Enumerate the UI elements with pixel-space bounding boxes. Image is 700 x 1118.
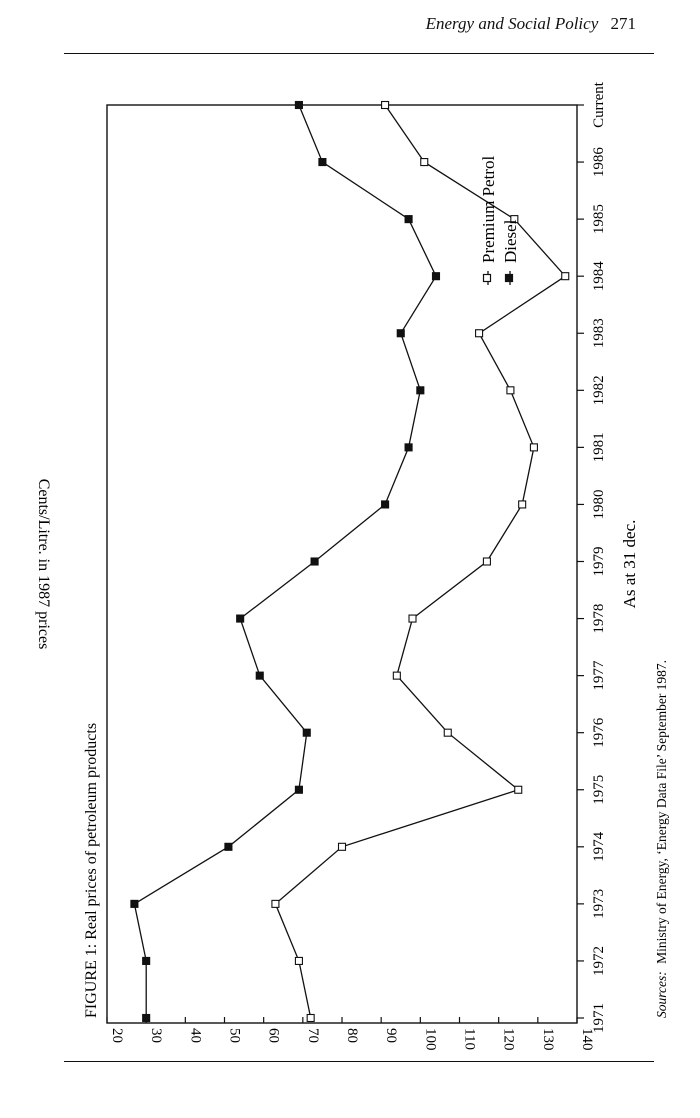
x-tick-label: Current — [591, 81, 607, 128]
x-tick-label: 1976 — [591, 717, 607, 748]
x-tick-label: 1973 — [591, 889, 607, 919]
legend-item-diesel: Diesel — [501, 219, 520, 285]
x-axis-label: As at 31 dec. — [620, 520, 639, 609]
data-point-premium-petrol — [408, 614, 417, 623]
data-point-premium-petrol — [475, 329, 484, 338]
data-point-premium-petrol — [506, 386, 515, 395]
top-rule — [64, 53, 654, 54]
data-point-premium-petrol — [306, 1013, 315, 1023]
series-layer — [130, 100, 570, 1023]
source-note: Sources: Ministry of Energy, ‘Energy Dat… — [654, 660, 669, 1018]
y-tick-label: 70 — [305, 1028, 321, 1043]
data-point-diesel — [302, 728, 311, 737]
x-tick-label: 1985 — [591, 204, 607, 234]
x-tick-label: 1974 — [591, 831, 607, 862]
x-axis: 1971 1972 1973 1974 1975 1976 1977 1978 1979 1980… — [577, 81, 607, 1033]
source-label: Sources: — [654, 971, 669, 1018]
data-point-diesel — [224, 842, 233, 851]
data-point-premium-petrol — [443, 728, 452, 737]
x-tick-label: 1977 — [591, 660, 607, 691]
series-line-diesel — [133, 104, 437, 1018]
data-point-diesel — [404, 443, 413, 452]
y-tick-label: 120 — [501, 1028, 517, 1051]
series-line-premium-petrol — [274, 104, 567, 1019]
legend-marker-diesel — [504, 273, 514, 283]
data-point-diesel — [294, 785, 303, 794]
x-tick-label: 1983 — [591, 318, 607, 348]
data-point-diesel — [404, 215, 413, 224]
y-axis: 20 30 40 50 60 70 80 90 100 110 120 130 140 — [106, 1017, 595, 1051]
y-tick-label: 60 — [266, 1028, 282, 1043]
data-point-diesel — [416, 386, 425, 395]
figure-caption: FIGURE 1: Real prices of petroleum produ… — [83, 723, 100, 1018]
y-tick-label: 110 — [462, 1028, 478, 1050]
y-axis-label: Cents/Litre. in 1987 prices — [35, 479, 52, 650]
legend-label-diesel: Diesel — [501, 219, 520, 263]
x-tick-label: 1979 — [591, 547, 607, 577]
data-point-diesel — [431, 272, 441, 281]
data-point-diesel — [318, 158, 327, 167]
y-tick-label: 90 — [383, 1028, 399, 1043]
data-point-diesel — [310, 557, 319, 566]
data-point-diesel — [396, 329, 405, 338]
data-point-diesel — [294, 100, 303, 110]
data-point-diesel — [255, 671, 264, 680]
data-point-diesel — [381, 500, 390, 509]
data-point-premium-petrol — [337, 842, 347, 851]
data-point-premium-petrol — [561, 272, 570, 281]
y-tick-label: 100 — [422, 1028, 438, 1051]
x-tick-label: 1984 — [591, 261, 607, 292]
data-point-premium-petrol — [482, 557, 491, 566]
data-point-diesel — [142, 956, 151, 965]
y-tick-label: 80 — [344, 1028, 360, 1043]
source-text: Ministry of Energy, ‘Energy Data File’ S… — [654, 660, 669, 964]
data-point-premium-petrol — [510, 215, 519, 224]
y-tick-label: 140 — [579, 1028, 595, 1051]
data-point-premium-petrol — [518, 500, 527, 509]
x-tick-label: 1980 — [591, 489, 607, 519]
data-point-diesel — [142, 1013, 151, 1023]
data-point-premium-petrol — [294, 956, 303, 965]
data-point-premium-petrol — [529, 443, 538, 452]
x-tick-label: 1971 — [591, 1003, 607, 1033]
data-point-premium-petrol — [392, 671, 401, 680]
data-point-premium-petrol — [514, 785, 523, 794]
legend-item-premium-petrol: Premium Petrol — [479, 156, 498, 285]
data-point-premium-petrol — [271, 899, 280, 908]
legend-label-premium-petrol: Premium Petrol — [479, 156, 498, 263]
x-tick-label: 1986 — [591, 147, 607, 178]
page-number: 271 — [610, 14, 637, 33]
data-point-premium-petrol — [381, 100, 390, 110]
legend: Premium Petrol Diesel — [479, 156, 520, 285]
y-tick-label: 30 — [148, 1028, 164, 1043]
running-header: Energy and Social Policy 271 — [426, 14, 636, 34]
data-point-premium-petrol — [420, 158, 429, 167]
x-tick-label: 1981 — [591, 432, 607, 462]
bottom-rule — [64, 1061, 654, 1062]
legend-marker-premium-petrol — [482, 273, 492, 283]
x-tick-label: 1975 — [591, 775, 607, 805]
y-tick-label: 130 — [540, 1028, 556, 1051]
y-tick-label: 20 — [109, 1028, 125, 1043]
x-tick-label: 1972 — [591, 946, 607, 976]
running-title: Energy and Social Policy — [425, 14, 599, 33]
data-point-diesel — [130, 899, 139, 908]
x-tick-label: 1982 — [591, 375, 607, 405]
x-tick-label: 1978 — [591, 604, 607, 634]
data-point-diesel — [236, 614, 245, 623]
y-tick-label: 50 — [227, 1028, 243, 1043]
y-tick-label: 40 — [187, 1028, 203, 1043]
